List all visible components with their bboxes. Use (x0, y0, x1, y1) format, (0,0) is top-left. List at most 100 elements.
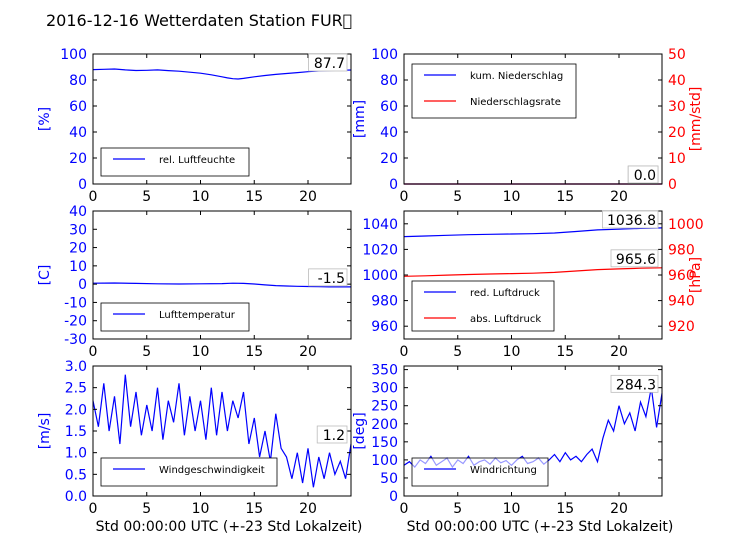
y-tick-label: 0 (389, 177, 398, 193)
y-tick-label: 1.5 (65, 424, 87, 440)
y-tick-label: 60 (69, 99, 87, 115)
value-label-box (308, 268, 348, 287)
last-value-label-0: 87.7 (314, 56, 345, 72)
x-tick-label: 0 (400, 501, 409, 517)
y-tick-label: 80 (69, 73, 87, 89)
value-label-box (602, 210, 659, 229)
legend-label: Lufttemperatur (159, 310, 236, 321)
y-tick-label: 20 (380, 151, 398, 167)
legend-box (411, 457, 549, 487)
x-tick-label: 20 (299, 344, 317, 360)
x-tick-label: 20 (299, 501, 317, 517)
y-tick-label: 50 (380, 471, 398, 487)
last-value-label-1: 0.0 (634, 168, 656, 184)
y-tick-label: 200 (371, 417, 398, 433)
y-tick-label: 20 (69, 241, 87, 257)
x-tick-label: 15 (245, 501, 263, 517)
x-tick-label: 0 (89, 189, 98, 205)
y2-tick-label: 0 (668, 177, 677, 193)
legend-box (411, 63, 577, 119)
x-tick-label: 5 (453, 189, 462, 205)
x-tick-label: 10 (192, 189, 210, 205)
chart-panel-pressure: 0 5 10 15 20 960 980 1000 1020 1040 920 940 960 980 10… (362, 210, 704, 360)
legend-label: abs. Luftdruck (470, 314, 541, 325)
x-tick-label: 5 (142, 501, 151, 517)
legend-box (100, 147, 250, 177)
plot-frame (92, 210, 352, 340)
last-value-label-0: 1036.8 (607, 213, 656, 229)
legend-box (100, 302, 250, 332)
chart-panel-humidity: 0 5 10 15 20 0 20 40 60 80 100 [%] 87.7 rel. Luftfeuc… (37, 47, 352, 205)
y-tick-label: 2.5 (65, 381, 87, 397)
series-line-pressure-1 (403, 267, 663, 277)
y-tick-label: 1040 (362, 217, 398, 233)
y-tick-label: 250 (371, 399, 398, 415)
plot-frame (403, 53, 663, 185)
y-tick-label: 40 (69, 204, 87, 220)
y2-tick-label: 920 (668, 319, 695, 335)
chart-panel-windspeed: 0 5 10 15 20 0.0 0.5 1.0 1.5 2.0 2.5 3.0 [m/s] Std 00… (37, 359, 362, 535)
y-tick-label: 1020 (362, 242, 398, 258)
legend-label: Niederschlagsrate (470, 97, 561, 108)
y-axis-label: [m/s] (37, 413, 53, 450)
y2-tick-label: 1000 (668, 217, 704, 233)
x-tick-label: 20 (610, 501, 628, 517)
y2-tick-label: 20 (668, 125, 686, 141)
x-tick-label: 15 (556, 344, 574, 360)
y-tick-label: -20 (64, 314, 87, 330)
y-tick-label: 20 (69, 151, 87, 167)
x-tick-label: 0 (400, 344, 409, 360)
y-tick-label: 40 (380, 125, 398, 141)
value-label-box (610, 249, 659, 268)
value-label-box (316, 425, 348, 444)
y2-tick-label: 10 (668, 151, 686, 167)
x-tick-label: 20 (610, 189, 628, 205)
x-tick-label: 0 (89, 501, 98, 517)
legend-label: red. Luftdruck (470, 288, 540, 299)
y2-tick-label: 940 (668, 294, 695, 310)
y-tick-label: 30 (69, 222, 87, 238)
legend-label: kum. Niederschlag (470, 71, 563, 82)
chart-panel-temperature: 0 5 10 15 20 -30 -20 -10 0 10 20 30 40 [C] -1.5 Lufttem… (37, 204, 352, 360)
x-tick-label: 20 (610, 344, 628, 360)
x-tick-label: 5 (142, 189, 151, 205)
x-axis-label: Std 00:00:00 UTC (+-23 Std Lokalzeit) (96, 519, 363, 535)
y-tick-label: 0.5 (65, 467, 87, 483)
y2-axis-label: [mm/std] (688, 87, 704, 152)
legend-box (411, 280, 555, 332)
y-axis-label: [deg] (352, 412, 368, 449)
x-tick-label: 5 (453, 344, 462, 360)
x-tick-label: 20 (299, 189, 317, 205)
last-value-label-1: 965.6 (616, 252, 656, 268)
y-tick-label: 300 (371, 381, 398, 397)
plot-frame (92, 53, 352, 185)
figure-title: 2016-12-16 Wetterdaten Station FUR  (46, 11, 352, 30)
y-tick-label: 40 (69, 125, 87, 141)
y2-tick-label: 980 (668, 242, 695, 258)
y-tick-label: 80 (380, 73, 398, 89)
series-line-temperature-0 (92, 282, 351, 288)
x-tick-label: 15 (245, 344, 263, 360)
x-tick-label: 0 (400, 189, 409, 205)
y-tick-label: 0 (78, 277, 87, 293)
y-tick-label: 100 (371, 453, 398, 469)
last-value-label-0: 1.2 (323, 428, 345, 444)
series-line-winddir-0 (403, 387, 663, 469)
series-line-humidity-0 (92, 68, 352, 80)
x-tick-label: 10 (503, 189, 521, 205)
y-tick-label: 150 (371, 435, 398, 451)
legend-label: Windrichtung (470, 465, 537, 476)
x-tick-label: 15 (556, 189, 574, 205)
series-line-windspeed-0 (92, 374, 352, 488)
last-value-label-0: -1.5 (318, 271, 345, 287)
x-tick-label: 10 (192, 344, 210, 360)
value-label-box (610, 374, 659, 393)
y-axis-label: [%] (37, 107, 53, 131)
y-tick-label: 100 (60, 47, 87, 63)
y-tick-label: 0.0 (65, 489, 87, 505)
x-tick-label: 5 (453, 501, 462, 517)
y-tick-label: 350 (371, 363, 398, 379)
x-tick-label: 0 (89, 344, 98, 360)
